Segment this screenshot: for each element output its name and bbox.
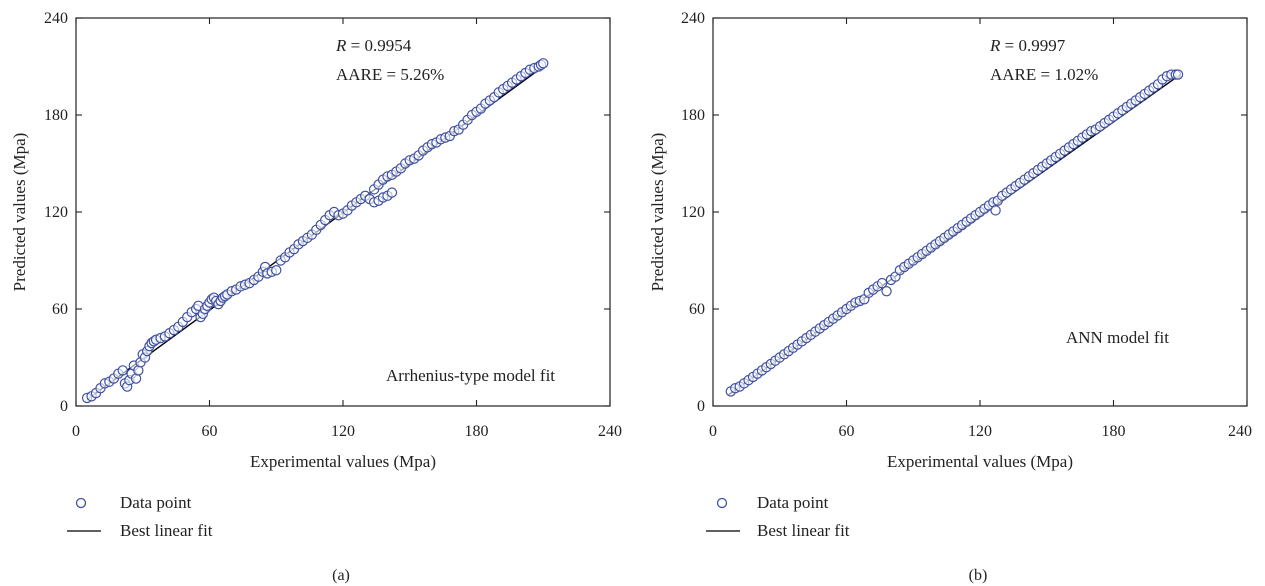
y-tick-label-120: 120 [44,204,68,221]
y-tick-label-0: 0 [60,398,68,415]
r-annotation: R = 0.9954 [335,36,412,55]
x-tick-label-240: 240 [1228,423,1252,440]
y-tick-label-60: 60 [689,301,705,318]
x-tick-label-120: 120 [331,423,355,440]
data-point [1172,69,1184,80]
x-tick-label-60: 60 [839,423,855,440]
panel-label: (a) [332,567,350,584]
x-axis-label: Experimental values (Mpa) [887,452,1073,471]
legend-data-point-label: Data point [757,493,829,512]
x-tick-label-0: 0 [709,423,717,440]
y-tick-label-180: 180 [681,107,705,124]
data-points [81,58,549,404]
legend-marker-icon [716,497,728,509]
axis-ticks [75,17,611,407]
y-tick-label-120: 120 [681,204,705,221]
x-tick-label-60: 60 [202,423,218,440]
aare-annotation: AARE = 5.26% [336,65,444,84]
y-tick-label-180: 180 [44,107,68,124]
data-point [990,205,1001,216]
legend-data-point-label: Data point [120,493,192,512]
x-tick-label-120: 120 [968,423,992,440]
model-fit-annotation: ANN model fit [1066,328,1169,347]
model-fit-annotation: Arrhenius-type model fit [386,366,555,385]
y-axis-label: Predicted values (Mpa) [648,133,667,292]
x-tick-label-180: 180 [465,423,489,440]
y-tick-label-0: 0 [697,398,705,415]
data-point [117,365,128,376]
axis-ticks [712,17,1248,407]
data-point [538,58,549,69]
y-axis-label: Predicted values (Mpa) [10,133,29,292]
data-point [271,265,282,276]
legend-best-fit-label: Best linear fit [120,521,213,540]
y-tick-label-60: 60 [52,301,68,318]
legend-best-fit-label: Best linear fit [757,521,850,540]
y-tick-label-240: 240 [44,10,68,27]
legend: Data point Best linear fit [67,493,213,540]
chart-panel-a: 0 60 120 180 240 0 60 120 180 240 Experi… [10,10,622,584]
x-tick-label-180: 180 [1102,423,1126,440]
x-tick-label-240: 240 [598,423,622,440]
y-tick-label-240: 240 [681,10,705,27]
data-points [725,69,1184,397]
data-point [386,187,398,198]
legend-marker-icon [75,497,87,509]
data-point [881,286,892,297]
aare-annotation: AARE = 1.02% [990,65,1098,84]
chart-panel-b: 0 60 120 180 240 0 60 120 180 240 Experi… [648,10,1252,584]
data-point [876,277,888,289]
legend: Data point Best linear fit [706,493,850,540]
r-annotation: R = 0.9997 [989,36,1066,55]
panel-label: (b) [969,567,988,584]
x-axis-label: Experimental values (Mpa) [250,452,436,471]
x-tick-label-0: 0 [72,423,80,440]
